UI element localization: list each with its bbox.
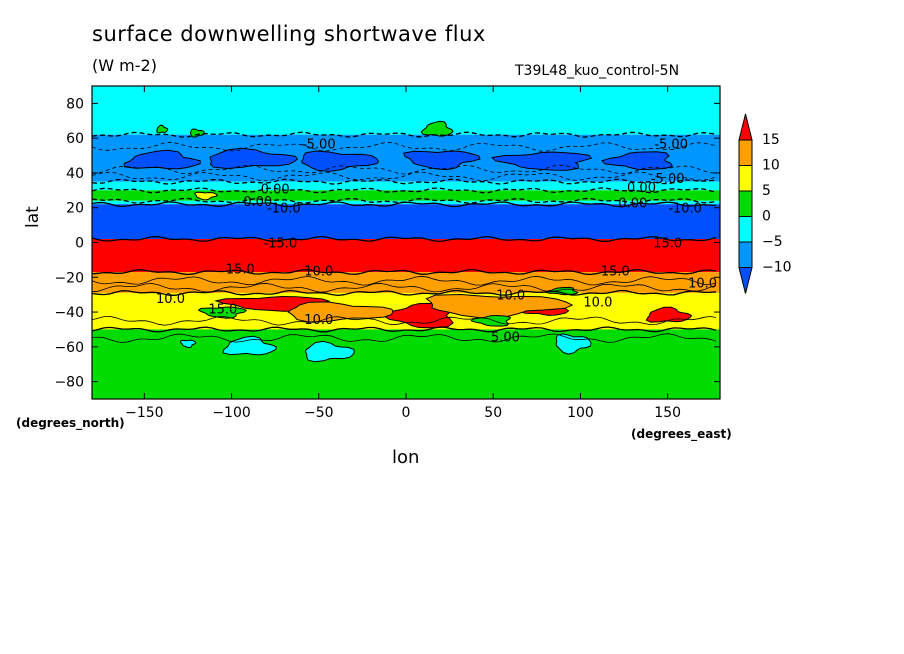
contour-label-8: -10.0 (668, 202, 702, 217)
colorbar-bottom-arrow (738, 267, 753, 294)
patch-19 (222, 335, 278, 356)
contour-label-10: 15.0 (653, 237, 682, 252)
x-tick-label-6: 150 (654, 405, 681, 421)
x-tick-label-0: −150 (125, 405, 163, 421)
contour-label-15: 10.0 (156, 292, 185, 307)
contour-aux-s-3 (92, 333, 717, 343)
contour-label-19: 10.0 (304, 313, 333, 328)
colorbar-label-1: 10 (762, 158, 780, 174)
contour-3 (92, 187, 717, 194)
contour-aux-2 (92, 171, 717, 182)
contour-aux-s-2 (92, 315, 717, 326)
y-tick-label-0: 80 (66, 96, 84, 112)
y-tick-label-2: 40 (66, 166, 84, 182)
y-tick-label-3: 20 (66, 201, 84, 217)
contour-label-5: 0.00 (243, 195, 272, 210)
contour-label-13: 10.0 (304, 264, 333, 279)
y-unit-label: (degrees_north) (16, 416, 125, 430)
band-9 (92, 329, 720, 399)
patch-9 (194, 191, 219, 201)
patch-15 (425, 293, 574, 319)
contour-label-16: 10.0 (496, 289, 525, 304)
colorbar-segment-3 (738, 190, 753, 217)
patch-16 (197, 306, 248, 319)
x-tick-label-4: 50 (484, 405, 502, 421)
patch-1 (209, 147, 299, 170)
chart-units: (W m-2) (92, 56, 157, 75)
contour-7 (92, 268, 717, 276)
contour-label-6: 0.00 (618, 197, 647, 212)
colorbar-segment-2 (738, 165, 753, 192)
patch-13 (645, 306, 693, 323)
y-tick-label-5: −20 (54, 270, 84, 286)
contour-label-1: -5.00 (654, 137, 688, 152)
x-axis-label: lon (392, 447, 420, 468)
contour-aux-1 (92, 164, 717, 175)
y-tick-label-1: 60 (66, 131, 84, 147)
colorbar-label-2: 5 (762, 183, 771, 199)
x-tick-label-5: 100 (567, 405, 594, 421)
colorbar-top-arrow (738, 113, 753, 141)
contour-aux-s-0 (92, 275, 717, 286)
contour-label-14: 10.0 (688, 276, 717, 291)
patch-21 (555, 333, 592, 355)
y-tick-label-6: −40 (54, 305, 84, 321)
contour-label-3: 0.00 (261, 183, 290, 198)
colorbar-label-0: 15 (762, 132, 780, 148)
band-0 (92, 86, 720, 135)
y-tick-label-4: 0 (75, 236, 84, 252)
colorbar-label-5: −10 (762, 260, 792, 276)
contour-label-18: 15.0 (208, 303, 237, 318)
contour-aux-s-1 (92, 282, 717, 293)
chart-title: surface downwelling shortwave flux (92, 22, 486, 46)
patch-2 (301, 150, 379, 172)
contour-5 (92, 201, 717, 208)
contour-6 (92, 235, 717, 243)
contour-label-0: -5.00 (302, 137, 336, 152)
patch-5 (601, 151, 674, 171)
x-unit-label: (degrees_east) (631, 427, 732, 441)
patch-7 (156, 124, 169, 134)
y-tick-label-8: −80 (54, 375, 84, 391)
contour-label-9: -15.0 (264, 237, 298, 252)
contour-2 (92, 178, 717, 185)
contour-label-7: -10.0 (267, 202, 301, 217)
contour-8 (92, 289, 717, 297)
contour-label-17: 10.0 (583, 296, 612, 311)
contour-label-4: 0.00 (627, 181, 656, 196)
patch-22 (179, 339, 197, 349)
x-tick-label-3: 0 (402, 405, 411, 421)
band-3 (92, 190, 720, 201)
y-tick-label-7: −60 (54, 340, 84, 356)
contour-1 (92, 131, 717, 138)
colorbar-segment-4 (738, 216, 753, 243)
band-2 (92, 181, 720, 191)
patch-14 (287, 301, 394, 323)
patch-0 (123, 149, 201, 170)
contour-9 (92, 326, 717, 333)
colorbar-label-3: 0 (762, 209, 771, 225)
contour-label-11: 15.0 (226, 263, 255, 278)
contour-label-20: 5.00 (491, 330, 520, 345)
contour-label-12: 15.0 (601, 264, 630, 279)
contour-label-2: -5.00 (651, 172, 685, 187)
colorbar-label-4: −5 (762, 234, 783, 250)
colorbar-segment-1 (738, 139, 753, 166)
patch-20 (304, 340, 355, 363)
contour-aux-0 (92, 141, 717, 152)
x-tick-label-1: −100 (212, 405, 250, 421)
band-5 (92, 204, 720, 240)
band-6 (92, 239, 720, 273)
run-label: T39L48_kuo_control-5N (515, 63, 680, 79)
patch-8 (189, 128, 205, 138)
colorbar-segment-5 (738, 241, 753, 268)
x-tick-label-2: −50 (304, 405, 334, 421)
